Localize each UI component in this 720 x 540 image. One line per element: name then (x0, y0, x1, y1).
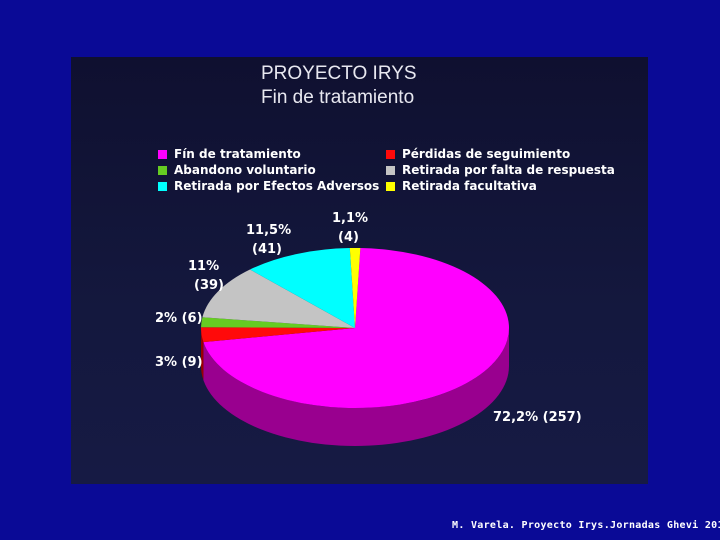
legend-swatch (158, 165, 167, 175)
legend-label: Pérdidas de seguimiento (402, 147, 571, 161)
legend-item-fin-de-tratamiento: Fín de tratamiento (158, 146, 386, 162)
pie-slice-abandono-voluntario (201, 317, 355, 328)
data-label-fin-de-tratamiento: 72,2% (257) (493, 410, 582, 425)
legend-item-retirada-facultativa: Retirada facultativa (386, 178, 608, 194)
pie-slice-retirada-facultativa (349, 248, 361, 328)
legend-label: Retirada por falta de respuesta (402, 163, 615, 177)
legend-label: Retirada por Efectos Adversos (174, 179, 380, 193)
data-label-abandono-voluntario: 2% (6) (155, 311, 203, 326)
legend-label: Fín de tratamiento (174, 147, 301, 161)
chart-title-block: PROYECTO IRYS Fin de tratamiento (261, 62, 417, 110)
legend-swatch (386, 165, 395, 175)
chart-subtitle: Fin de tratamiento (261, 87, 415, 108)
legend-label: Abandono voluntario (174, 163, 316, 177)
legend-item-retirada-por-efectos-adversos: Retirada por Efectos Adversos (158, 178, 386, 194)
legend-item-perdidas-de-seguimiento: Pérdidas de seguimiento (386, 146, 608, 162)
pie-side-fin-de-tratamiento (203, 328, 510, 446)
chart-title: PROYECTO IRYS (261, 63, 417, 84)
pie-side-perdidas-de-seguimiento (201, 328, 204, 381)
legend-item-abandono-voluntario: Abandono voluntario (158, 162, 386, 178)
footer-credit: M. Varela. Proyecto Irys.Jornadas Ghevi … (452, 520, 720, 531)
pie-slice-fin-de-tratamiento (203, 248, 510, 408)
data-label-retirada-facultativa: 1,1% (4) (332, 211, 368, 245)
legend-item-retirada-por-falta-de-respuesta: Retirada por falta de respuesta (386, 162, 615, 178)
legend-swatch (386, 181, 395, 191)
pie-slice-retirada-por-efectos-adversos (249, 248, 355, 328)
chart-legend: Fín de tratamiento Pérdidas de seguimient… (158, 146, 615, 194)
data-label-perdidas-de-seguimiento: 3% (9) (155, 355, 203, 370)
pie-slice-perdidas-de-seguimiento (201, 327, 355, 343)
data-label-retirada-por-falta-de-respuesta: 11% (39) (188, 259, 224, 293)
pie-slice-retirada-por-falta-de-respuesta (202, 269, 355, 328)
legend-label: Retirada facultativa (402, 179, 537, 193)
legend-swatch (386, 149, 395, 159)
legend-swatch (158, 181, 167, 191)
legend-swatch (158, 149, 167, 159)
data-label-retirada-por-efectos-adversos: 11,5% (41) (246, 223, 291, 257)
